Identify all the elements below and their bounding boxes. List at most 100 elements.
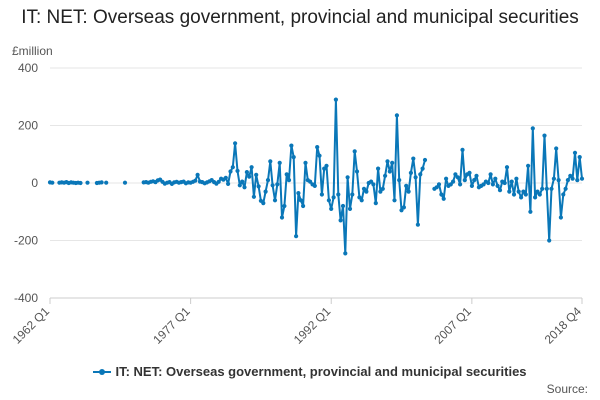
data-point[interactable] — [502, 180, 507, 186]
data-point[interactable] — [247, 174, 252, 179]
data-point[interactable] — [563, 186, 568, 191]
data-point[interactable] — [504, 165, 510, 170]
data-point[interactable] — [378, 189, 383, 194]
data-point[interactable] — [572, 150, 578, 155]
data-point[interactable] — [364, 189, 369, 194]
data-point[interactable] — [411, 156, 416, 161]
data-point[interactable] — [249, 165, 254, 170]
data-point[interactable] — [240, 179, 245, 184]
legend[interactable]: IT: NET: Overseas government, provincial… — [60, 364, 560, 379]
data-point[interactable] — [556, 178, 561, 183]
data-point[interactable] — [308, 179, 313, 184]
data-point[interactable] — [458, 182, 463, 187]
data-point[interactable] — [268, 159, 273, 164]
data-point[interactable] — [397, 178, 402, 183]
data-point[interactable] — [333, 97, 338, 102]
data-point[interactable] — [526, 163, 531, 168]
data-point[interactable] — [319, 192, 324, 197]
data-point[interactable] — [312, 183, 317, 188]
data-point[interactable] — [263, 189, 268, 194]
data-point[interactable] — [223, 175, 228, 180]
data-point[interactable] — [444, 176, 449, 181]
data-point[interactable] — [338, 218, 343, 223]
data-point[interactable] — [350, 192, 355, 197]
data-point[interactable] — [322, 166, 327, 171]
data-point[interactable] — [460, 147, 465, 152]
data-point[interactable] — [549, 186, 554, 191]
data-point[interactable] — [277, 160, 282, 165]
data-point[interactable] — [467, 170, 472, 175]
data-point[interactable] — [436, 182, 442, 187]
data-point[interactable] — [490, 182, 495, 187]
data-point[interactable] — [78, 180, 83, 186]
data-point[interactable] — [265, 178, 271, 183]
data-point[interactable] — [216, 179, 221, 184]
data-point[interactable] — [315, 145, 320, 150]
data-point[interactable] — [373, 201, 378, 206]
data-point[interactable] — [347, 206, 353, 211]
data-point[interactable] — [544, 186, 549, 191]
data-point[interactable] — [254, 172, 259, 177]
data-point[interactable] — [497, 188, 503, 193]
data-point[interactable] — [326, 198, 331, 203]
data-point[interactable] — [509, 179, 514, 184]
data-point[interactable] — [359, 198, 364, 203]
data-point[interactable] — [392, 198, 397, 203]
data-point[interactable] — [237, 183, 242, 188]
data-point[interactable] — [481, 182, 486, 187]
data-point[interactable] — [413, 175, 418, 180]
data-point[interactable] — [242, 185, 247, 190]
data-point[interactable] — [256, 184, 261, 189]
data-point[interactable] — [324, 163, 329, 168]
data-point[interactable] — [519, 195, 524, 200]
data-point[interactable] — [357, 195, 362, 200]
data-point[interactable] — [401, 205, 406, 210]
data-point[interactable] — [390, 160, 395, 165]
data-point[interactable] — [331, 195, 336, 200]
data-point[interactable] — [294, 234, 299, 239]
data-point[interactable] — [530, 126, 535, 131]
data-point[interactable] — [418, 172, 423, 177]
data-point[interactable] — [195, 172, 200, 177]
data-point[interactable] — [547, 238, 552, 243]
data-point[interactable] — [235, 168, 240, 173]
data-point[interactable] — [284, 172, 289, 177]
data-point[interactable] — [575, 178, 580, 183]
data-point[interactable] — [272, 198, 278, 203]
data-point[interactable] — [50, 180, 55, 185]
data-point[interactable] — [296, 191, 301, 196]
data-point[interactable] — [542, 133, 547, 138]
data-point[interactable] — [275, 182, 280, 187]
data-point[interactable] — [383, 173, 388, 178]
data-point[interactable] — [122, 180, 128, 185]
data-point[interactable] — [448, 182, 453, 187]
data-point[interactable] — [279, 215, 285, 220]
data-point[interactable] — [554, 146, 559, 151]
data-point[interactable] — [352, 149, 357, 154]
data-point[interactable] — [570, 176, 575, 181]
data-point[interactable] — [406, 189, 411, 194]
data-point[interactable] — [228, 169, 233, 174]
data-point[interactable] — [439, 192, 444, 197]
data-point[interactable] — [371, 182, 376, 187]
data-point[interactable] — [420, 166, 425, 171]
data-point[interactable] — [523, 192, 528, 197]
data-point[interactable] — [535, 189, 540, 194]
data-point[interactable] — [387, 169, 392, 174]
data-point[interactable] — [226, 181, 231, 186]
data-point[interactable] — [99, 180, 104, 185]
data-point[interactable] — [579, 176, 585, 181]
data-point[interactable] — [533, 195, 538, 200]
data-point[interactable] — [488, 172, 493, 177]
data-point[interactable] — [507, 189, 512, 194]
source-label[interactable]: Source: — [546, 382, 588, 396]
data-point[interactable] — [261, 201, 266, 206]
data-point[interactable] — [537, 192, 542, 197]
data-point[interactable] — [317, 153, 322, 158]
data-point[interactable] — [343, 251, 348, 256]
data-point[interactable] — [422, 157, 428, 163]
data-point[interactable] — [565, 178, 571, 183]
data-point[interactable] — [528, 209, 533, 214]
data-point[interactable] — [434, 185, 439, 190]
data-point[interactable] — [540, 186, 545, 191]
